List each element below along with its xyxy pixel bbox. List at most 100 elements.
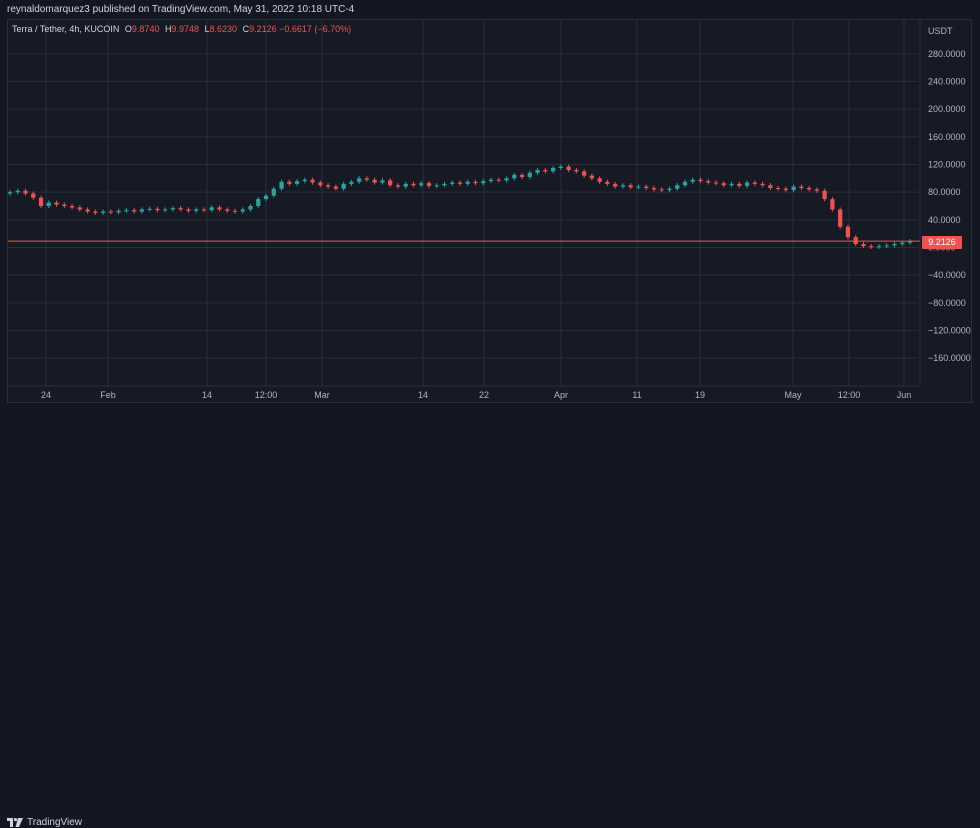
candle-body — [706, 181, 711, 183]
candle-body — [527, 172, 532, 177]
candle-body — [333, 186, 338, 189]
candle-body — [613, 183, 618, 187]
candle-body — [287, 181, 292, 184]
candle-body — [232, 210, 238, 212]
brand-name: TradingView — [27, 817, 83, 828]
candle-body — [372, 179, 377, 183]
candle-body — [124, 210, 129, 212]
candle-body — [876, 246, 882, 248]
y-tick-label: 160.0000 — [928, 132, 966, 142]
x-tick-label: 12:00 — [255, 390, 278, 400]
candle-layer — [7, 164, 913, 249]
candle-body — [605, 181, 610, 184]
candle-body — [132, 210, 137, 212]
candle-body — [163, 209, 168, 211]
candle-body — [558, 166, 563, 168]
candle-body — [884, 245, 889, 247]
x-tick-label: Feb — [100, 390, 116, 400]
chart-frame[interactable] — [7, 19, 972, 403]
candle-body — [62, 204, 67, 206]
legend-close-value: 9.2126 — [249, 24, 277, 34]
x-tick-label: 19 — [695, 390, 705, 400]
y-tick-label: 80.0000 — [928, 187, 961, 197]
x-tick-label: 11 — [632, 390, 641, 400]
candle-body — [512, 174, 517, 179]
candle-body — [240, 209, 245, 212]
candle-body — [116, 210, 121, 213]
candle-body — [721, 183, 726, 186]
legend-close-label: C — [242, 24, 250, 34]
y-tick-label: 240.0000 — [928, 77, 966, 87]
candle-body — [550, 167, 556, 172]
candle-body — [830, 199, 835, 210]
candle-body — [690, 179, 695, 182]
candle-body — [194, 209, 199, 211]
candle-body — [496, 179, 501, 181]
candle-body — [861, 244, 866, 247]
candle-body — [256, 199, 261, 206]
candle-body — [488, 179, 494, 182]
candle-body — [675, 185, 680, 189]
x-tick-label: 22 — [479, 390, 489, 400]
chart-legend: Terra / Tether, 4h, KUCOIN O9.8740 H9.97… — [12, 24, 351, 34]
candle-body — [388, 180, 393, 186]
candle-body — [318, 182, 323, 186]
candle-body — [395, 185, 401, 187]
candle-body — [108, 211, 113, 213]
candle-body — [302, 179, 307, 182]
candle-body — [822, 190, 827, 200]
candle-body — [481, 181, 486, 184]
candle-body — [364, 178, 370, 180]
candle-body — [450, 182, 455, 184]
y-tick-label: 280.0000 — [928, 49, 966, 59]
legend-high-label: H — [164, 24, 172, 34]
candle-body — [419, 183, 424, 186]
candle-body — [791, 186, 796, 191]
candle-body — [768, 185, 773, 189]
candle-body — [155, 208, 160, 211]
chart-svg[interactable]: 280.0000 240.0000 200.0000 160.0000 120.0000… — [0, 0, 980, 429]
candle-body — [651, 188, 657, 190]
candle-body — [310, 179, 315, 183]
candle-body — [442, 183, 447, 186]
x-tick-label: Mar — [314, 390, 330, 400]
axis-layer: 280.0000 240.0000 200.0000 160.0000 120.0000… — [8, 20, 971, 400]
candle-body — [411, 183, 416, 186]
candle-body — [760, 183, 765, 186]
candle-body — [682, 181, 688, 186]
candle-body — [845, 226, 851, 238]
candle-body — [566, 166, 571, 171]
y-tick-label: −40.0000 — [928, 270, 966, 280]
candle-body — [263, 195, 269, 200]
candle-body — [85, 209, 90, 212]
candle-body — [139, 209, 145, 212]
x-tick-label: 12:00 — [838, 390, 861, 400]
candle-body — [620, 185, 626, 187]
candle-body — [473, 181, 478, 184]
candle-body — [667, 188, 672, 191]
grid-layer — [8, 20, 918, 386]
candle-body — [900, 242, 905, 245]
candle-body — [7, 192, 13, 194]
last-price-tag: 9.2126 — [922, 236, 962, 249]
candle-body — [341, 183, 346, 189]
y-tick-label: −160.0000 — [928, 353, 971, 363]
x-tick-label: Apr — [554, 390, 568, 400]
candle-body — [279, 181, 284, 189]
candle-body — [225, 209, 230, 211]
legend-high-value: 9.9748 — [171, 24, 199, 34]
candle-body — [434, 185, 439, 187]
candle-body — [403, 183, 408, 187]
candle-body — [46, 202, 51, 206]
y-tick-label: 40.0000 — [928, 215, 961, 225]
candle-body — [713, 182, 719, 184]
legend-change: −0.6617 (−6.70%) — [279, 24, 352, 34]
legend-open-label: O — [124, 24, 132, 34]
tradingview-brand[interactable]: TradingView — [7, 817, 82, 828]
x-tick-label: Jun — [897, 390, 912, 400]
x-tick-label: 14 — [202, 390, 212, 400]
candle-body — [535, 170, 540, 173]
candle-body — [519, 174, 525, 177]
candle-body — [783, 188, 788, 191]
candle-body — [628, 185, 633, 188]
